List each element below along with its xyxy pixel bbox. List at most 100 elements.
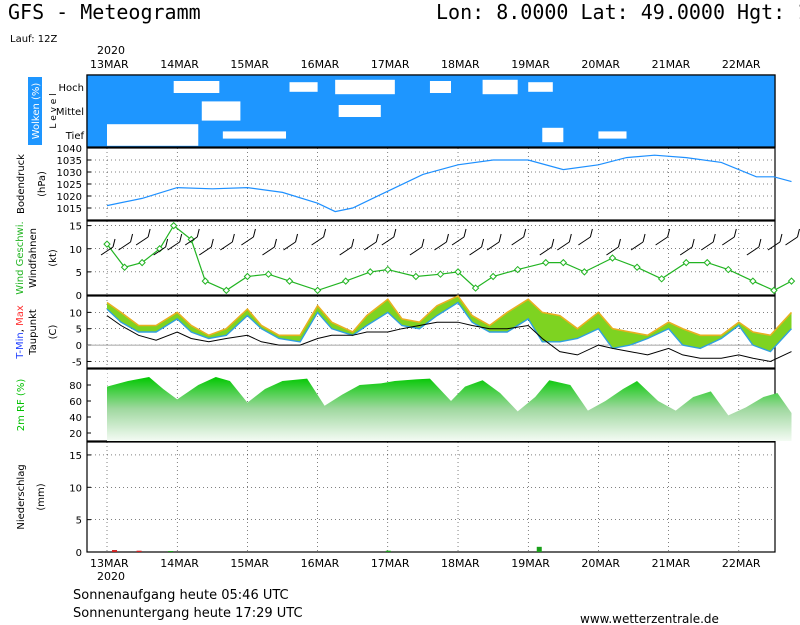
y-tick-label: 10 xyxy=(69,483,82,494)
sunrise-text: Sonnenaufgang heute 05:46 UTC xyxy=(73,588,289,603)
axis-label: Niederschlag xyxy=(16,464,27,529)
date-label-top: 16MAR xyxy=(301,58,340,71)
cloud-level-label: Tief xyxy=(65,131,85,142)
year-label-top: 2020 xyxy=(97,44,125,57)
wind-speed-marker xyxy=(749,277,757,285)
wind-barb xyxy=(381,236,395,246)
wind-barb xyxy=(557,241,570,251)
wind-barb xyxy=(486,241,500,251)
wind-barb-flag xyxy=(421,238,425,248)
y-tick-label: 15 xyxy=(69,222,82,233)
cloud-level-label: Mittel xyxy=(56,107,84,118)
wind-barb-flag xyxy=(445,233,449,243)
wind-barb-flag xyxy=(691,238,695,248)
wind-speed-marker xyxy=(657,275,666,283)
rh-area xyxy=(107,377,792,441)
wind-barb-flag xyxy=(523,228,527,238)
wind-speed-marker xyxy=(138,258,146,267)
wind-barb xyxy=(655,236,668,246)
date-label-bottom: 19MAR xyxy=(511,557,550,570)
cloud-gap xyxy=(201,101,241,121)
precip-bar xyxy=(385,550,391,552)
wind-barb-flag xyxy=(179,233,183,243)
wind-barb xyxy=(311,236,324,246)
date-label-bottom: 20MAR xyxy=(581,557,620,570)
wind-speed-marker xyxy=(201,277,209,285)
y-tick-label: 5 xyxy=(76,268,82,279)
wind-speed-marker xyxy=(471,284,480,292)
date-label-bottom: 16MAR xyxy=(301,557,340,570)
wind-barb-flag xyxy=(712,233,716,243)
wind-barb xyxy=(606,246,619,256)
wind-speed-line xyxy=(106,224,792,292)
wind-barb-flag xyxy=(393,228,397,238)
wind-speed-marker xyxy=(682,258,690,267)
y-tick-label: 10 xyxy=(69,245,82,256)
wind-barb xyxy=(451,236,465,246)
wind-barb xyxy=(283,241,296,251)
date-label-bottom: 22MAR xyxy=(722,557,761,570)
date-label-top: 20MAR xyxy=(581,58,620,71)
wind-speed-marker xyxy=(580,268,589,276)
wind-barb-flag xyxy=(295,233,299,243)
wind-barb xyxy=(199,246,212,256)
wind-speed-marker xyxy=(341,277,350,285)
axis-label: (hPa) xyxy=(37,171,48,197)
wind-barb xyxy=(679,246,693,256)
rh-margin xyxy=(88,370,107,440)
sunset-text: Sonnenuntergang heute 17:29 UTC xyxy=(73,606,303,621)
y-tick-label: 0 xyxy=(76,548,82,559)
wind-barb-flag xyxy=(351,238,355,248)
date-label-bottom: 14MAR xyxy=(160,557,199,570)
temperature-axis-label: T-Min, Max xyxy=(15,305,26,360)
source-link[interactable]: www.wetterzentrale.de xyxy=(580,612,719,625)
tmin-line xyxy=(106,301,793,353)
wind-barb-flag xyxy=(617,238,621,248)
date-label-top: 15MAR xyxy=(230,58,269,71)
wind-barb xyxy=(700,241,714,251)
date-label-bottom: 17MAR xyxy=(371,557,410,570)
wind-speed-marker xyxy=(412,272,420,281)
wind-barb-flag xyxy=(589,228,593,238)
wind-barb-flag xyxy=(498,233,502,243)
wind-barb xyxy=(578,236,591,246)
cloud-gap xyxy=(289,82,318,92)
axis-label: Bodendruck xyxy=(16,154,27,214)
wind-barb xyxy=(746,246,760,256)
wind-speed-marker xyxy=(120,263,129,271)
wind-speed-marker xyxy=(436,270,445,278)
date-label-top: 21MAR xyxy=(652,58,691,71)
wind-barb xyxy=(167,241,180,251)
date-label-bottom: 21MAR xyxy=(652,557,691,570)
pressure-line xyxy=(106,154,792,213)
wind-barb xyxy=(409,246,423,256)
precip-bar xyxy=(168,551,174,552)
wind-barb xyxy=(630,241,644,251)
cloud-gap xyxy=(338,105,381,117)
wind-speed-marker xyxy=(103,240,111,248)
precip-bar xyxy=(536,546,542,552)
cloud-gap xyxy=(173,81,220,93)
axis-label: Taupunkt xyxy=(28,309,39,356)
axis-label-part: Max xyxy=(15,305,26,326)
wind-barb-flag xyxy=(667,228,671,238)
date-label-bottom: 18MAR xyxy=(441,557,480,570)
wind-barb xyxy=(241,236,254,246)
y-tick-label: 1040 xyxy=(57,144,82,155)
wind-speed-marker xyxy=(770,286,778,295)
app-title: GFS - Meteogramm xyxy=(8,0,201,24)
temperature-range xyxy=(107,296,792,352)
wind-barb-flag xyxy=(323,228,327,238)
wind-speed-marker xyxy=(703,258,711,267)
y-tick-label: 80 xyxy=(69,381,82,392)
date-label-bottom: 15MAR xyxy=(230,557,269,570)
precip-bar xyxy=(112,550,118,552)
date-label-top: 13MAR xyxy=(90,58,129,71)
wind-barb-flag xyxy=(196,228,200,238)
y-tick-label: 1030 xyxy=(57,168,82,179)
date-label-top: 14MAR xyxy=(160,58,199,71)
wind-speed-marker xyxy=(633,263,641,271)
cloud-gap xyxy=(542,127,564,143)
wind-barb xyxy=(469,246,482,256)
wind-barb-flag xyxy=(375,233,379,243)
